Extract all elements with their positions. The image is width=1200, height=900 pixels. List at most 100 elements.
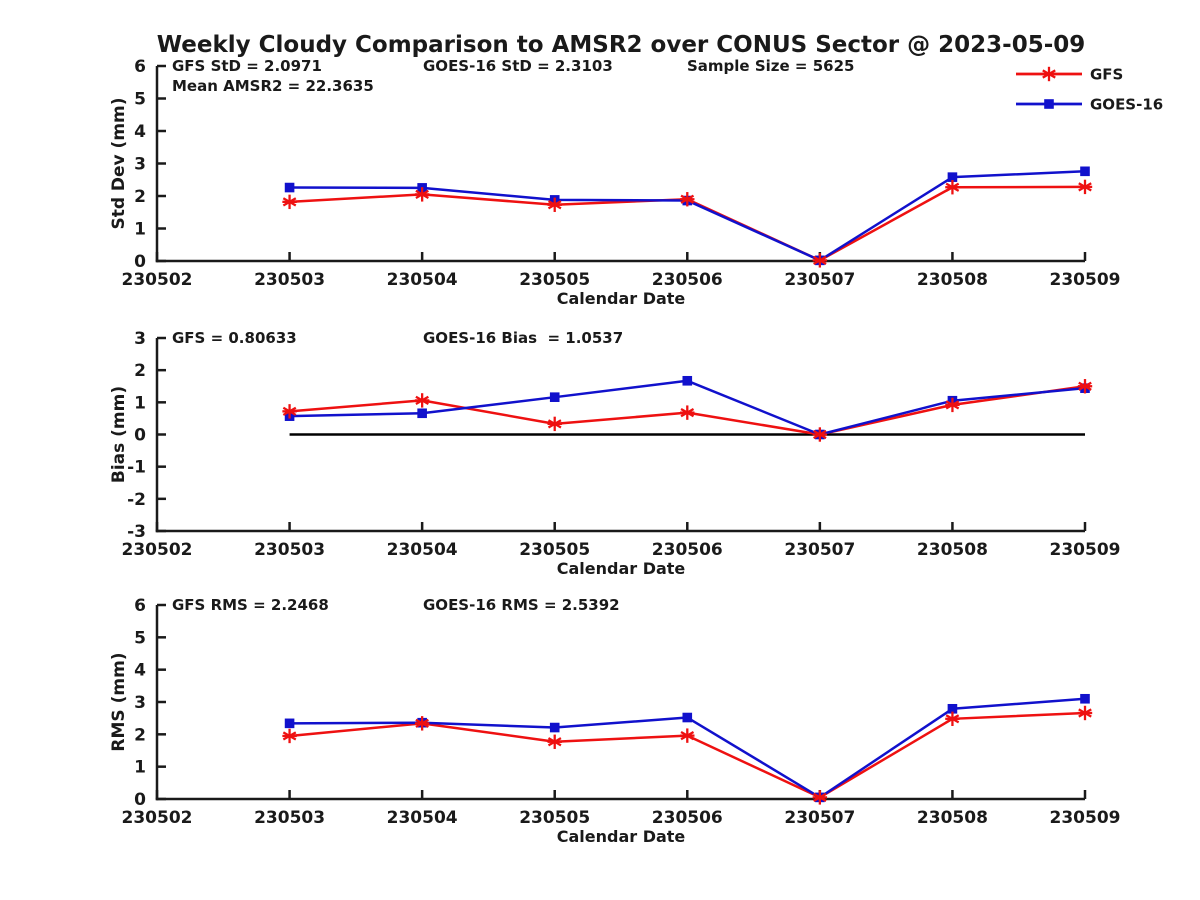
svg-text:5: 5 — [134, 90, 146, 110]
annotations: GFS = 0.80633 GOES-16 Bias = 1.0537 — [172, 329, 623, 347]
square-marker — [682, 375, 693, 386]
asterisk-marker — [547, 734, 562, 749]
svg-text:230503: 230503 — [254, 808, 325, 828]
svg-text:1: 1 — [134, 220, 146, 240]
square-marker — [549, 722, 560, 733]
axes — [155, 64, 1087, 263]
x-axis-label: Calendar Date — [557, 559, 686, 578]
svg-text:230504: 230504 — [387, 270, 458, 290]
svg-text:-2: -2 — [127, 490, 146, 510]
svg-text:4: 4 — [134, 122, 146, 142]
asterisk-marker — [282, 404, 297, 419]
svg-text:1: 1 — [134, 393, 146, 413]
asterisk-marker — [945, 180, 960, 195]
asterisk-marker — [414, 187, 430, 202]
svg-text:0: 0 — [134, 252, 146, 272]
svg-text:230509: 230509 — [1050, 270, 1121, 290]
asterisk-marker — [282, 194, 297, 210]
square-marker — [1080, 693, 1090, 704]
annotation: Sample Size = 5625 — [687, 57, 854, 75]
svg-text:4: 4 — [134, 661, 146, 681]
square-marker — [682, 712, 693, 723]
asterisk-marker — [680, 405, 695, 420]
x-tick-labels: 230502 230503 230504 230505 230506 230507 2305… — [122, 808, 1121, 828]
x-tick-labels: 230502 230503 230504 230505 230506 230507 2305… — [122, 270, 1121, 290]
svg-text:230506: 230506 — [652, 808, 723, 828]
svg-text:230503: 230503 — [254, 270, 325, 290]
axes — [155, 603, 1087, 801]
svg-text:3: 3 — [134, 329, 146, 349]
svg-text:6: 6 — [134, 57, 146, 77]
legend: GFS GOES-16 — [1016, 66, 1163, 114]
asterisk-marker — [1077, 179, 1093, 195]
series-markers-goes-16 — [284, 693, 1090, 803]
asterisk-marker — [1077, 705, 1093, 721]
svg-text:230505: 230505 — [519, 540, 590, 560]
svg-text:230504: 230504 — [387, 808, 458, 828]
svg-text:230507: 230507 — [784, 808, 855, 828]
svg-text:230506: 230506 — [652, 270, 723, 290]
figure-title: Weekly Cloudy Comparison to AMSR2 over C… — [157, 32, 1086, 58]
x-axis-label: Calendar Date — [557, 289, 686, 308]
asterisk-marker — [812, 790, 828, 805]
series-line-gfs — [289, 711, 1086, 799]
asterisk-marker — [680, 728, 695, 743]
asterisk-marker — [547, 416, 562, 432]
svg-text:230502: 230502 — [122, 270, 193, 290]
svg-text:3: 3 — [134, 693, 146, 713]
y-axis-label: RMS (mm) — [109, 652, 129, 751]
svg-text:3: 3 — [134, 155, 146, 175]
subplot-bias: -3 -2 -1 0 1 2 3 230502 230503 230504 230505 230506… — [109, 329, 1120, 578]
svg-text:230508: 230508 — [917, 270, 988, 290]
svg-text:230507: 230507 — [784, 270, 855, 290]
x-tick-labels: 230502 230503 230504 230505 230506 230507 2305… — [122, 540, 1121, 560]
legend-label: GOES-16 — [1090, 96, 1163, 114]
svg-text:0: 0 — [134, 426, 146, 446]
square-marker — [549, 392, 560, 402]
series-markers-gfs — [282, 379, 1093, 442]
series-markers-goes-16 — [284, 166, 1090, 266]
annotation: GOES-16 StD = 2.3103 — [423, 57, 613, 75]
svg-text:2: 2 — [134, 725, 146, 745]
square-marker — [1044, 99, 1054, 109]
asterisk-marker — [812, 427, 828, 442]
axes — [155, 336, 1087, 533]
y-axis-label: Bias (mm) — [109, 386, 129, 483]
asterisk-marker — [1077, 379, 1093, 394]
y-tick-labels: 0 1 2 3 4 5 6 — [134, 596, 146, 810]
annotation: GFS RMS = 2.2468 — [172, 596, 329, 614]
annotation: GOES-16 Bias = 1.0537 — [423, 329, 623, 347]
svg-text:2: 2 — [134, 187, 146, 207]
svg-text:6: 6 — [134, 596, 146, 616]
asterisk-marker — [680, 192, 695, 207]
series-markers-gfs — [282, 705, 1093, 805]
square-marker — [417, 408, 427, 419]
svg-text:1: 1 — [134, 758, 146, 778]
annotation: GOES-16 RMS = 2.5392 — [423, 596, 620, 614]
svg-text:230506: 230506 — [652, 540, 723, 560]
svg-text:230505: 230505 — [519, 808, 590, 828]
asterisk-marker — [282, 728, 297, 744]
annotations: GFS StD = 2.0971 Mean AMSR2 = 22.3635 GOES… — [172, 57, 854, 95]
square-marker — [1080, 166, 1090, 177]
asterisk-marker — [945, 711, 960, 727]
svg-text:230505: 230505 — [519, 270, 590, 290]
svg-text:230502: 230502 — [122, 808, 193, 828]
asterisk-marker — [812, 253, 828, 268]
svg-text:230508: 230508 — [917, 808, 988, 828]
series-line-goes-16 — [289, 170, 1086, 262]
annotation: GFS StD = 2.0971 — [172, 57, 322, 75]
svg-text:230509: 230509 — [1050, 540, 1121, 560]
square-marker — [947, 703, 958, 714]
svg-text:-3: -3 — [127, 522, 146, 542]
svg-text:230503: 230503 — [254, 540, 325, 560]
svg-text:230504: 230504 — [387, 540, 458, 560]
y-tick-labels: 0 1 2 3 4 5 6 — [134, 57, 146, 272]
x-axis-label: Calendar Date — [557, 827, 686, 846]
series-markers-gfs — [282, 179, 1093, 268]
